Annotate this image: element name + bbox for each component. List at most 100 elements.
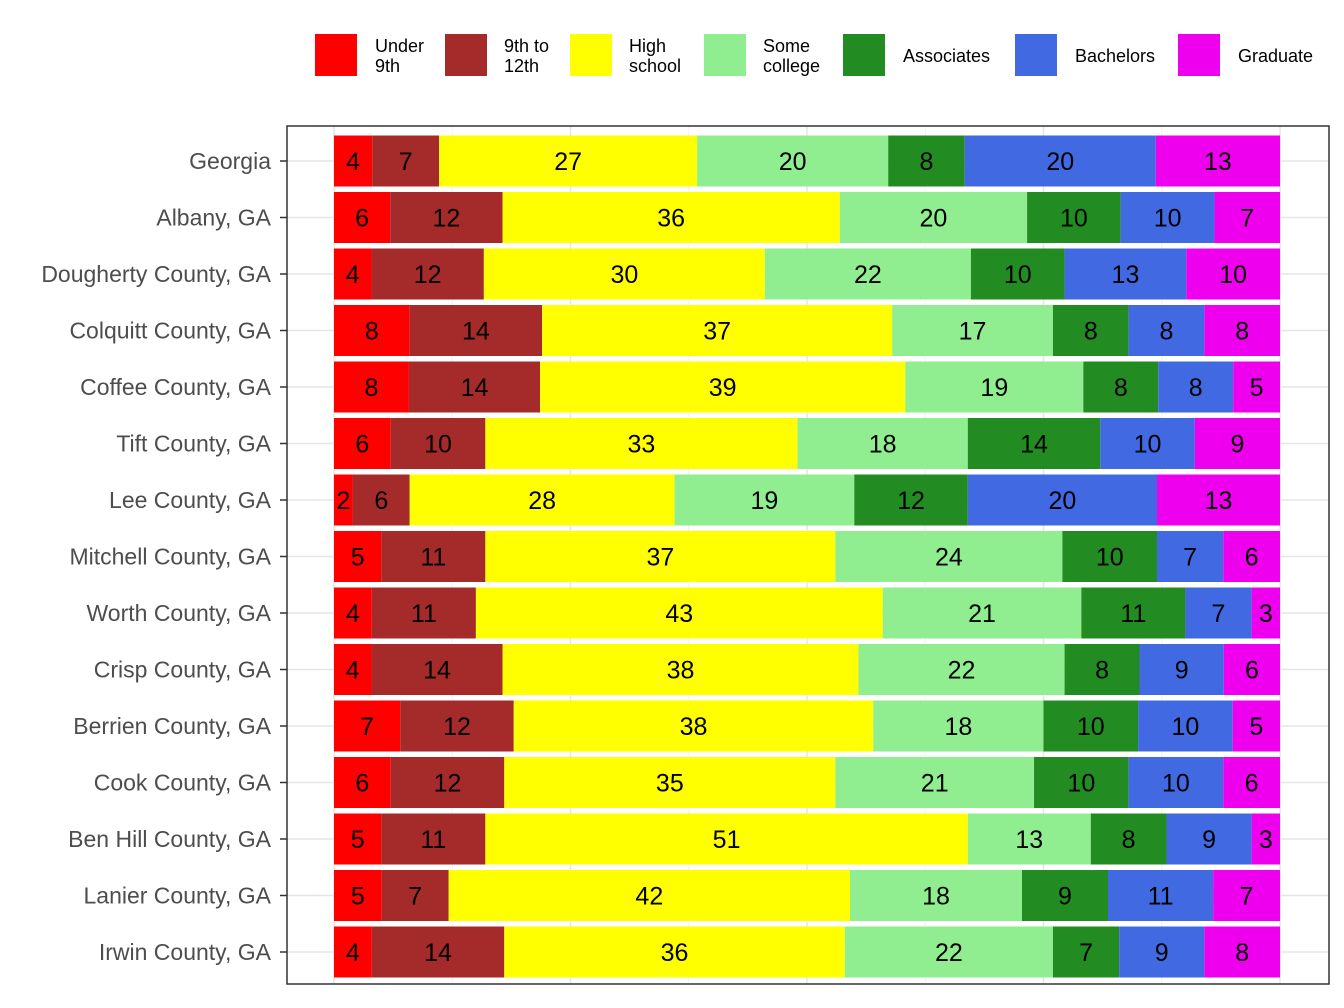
bar-row-lanier-county-ga (334, 870, 1280, 921)
data-label: 8 (1235, 318, 1249, 346)
data-label: 5 (351, 544, 365, 572)
y-tick-label: Berrien County, GA (73, 713, 271, 739)
bar-segment-bachelors (1128, 305, 1205, 356)
data-label: 8 (365, 374, 379, 402)
data-label: 42 (635, 883, 663, 911)
data-label: 20 (1046, 148, 1074, 176)
data-label: 5 (351, 883, 365, 911)
data-label: 37 (703, 318, 731, 346)
y-tick-label: Mitchell County, GA (69, 544, 271, 570)
bar-segment-graduate (1213, 870, 1280, 921)
data-label: 10 (1154, 205, 1182, 233)
bar-segment-9th-to-12th (390, 192, 503, 243)
bar-segment-under-9th (334, 700, 401, 752)
data-label: 20 (1049, 487, 1077, 515)
bar-segment-under-9th (334, 192, 391, 243)
data-label: 10 (1171, 713, 1199, 741)
bar-segment-under-9th (334, 644, 372, 695)
bar-segment-some-college (882, 587, 1082, 639)
bar-segment-under-9th (334, 757, 391, 808)
bar-row-cook-county-ga (334, 757, 1280, 808)
bar-row-georgia (334, 135, 1280, 187)
data-label: 14 (462, 318, 490, 346)
bar-segment-graduate (1214, 192, 1280, 243)
data-label: 8 (1084, 318, 1098, 346)
data-label: 8 (1189, 374, 1203, 402)
bar-segment-high-school (513, 700, 874, 752)
bar-segment-associates (1022, 870, 1108, 921)
legend-key (1178, 34, 1220, 76)
data-label: 4 (346, 148, 360, 176)
data-label: 20 (920, 205, 948, 233)
legend-label: 9th (375, 56, 400, 76)
data-label: 14 (1020, 431, 1048, 459)
legend-label: Under (375, 36, 424, 56)
bar-segment-under-9th (334, 474, 353, 526)
legend-label: school (629, 56, 681, 76)
data-label: 7 (1240, 883, 1254, 911)
bar-segment-9th-to-12th (371, 248, 484, 300)
legend-key (570, 34, 612, 76)
bar-segment-some-college (967, 813, 1091, 865)
data-label: 8 (365, 318, 379, 346)
legend-label: Some (763, 36, 810, 56)
bar-segment-some-college (835, 531, 1063, 582)
bars (334, 135, 1280, 978)
bar-segment-high-school (485, 813, 968, 865)
data-label: 10 (1077, 713, 1105, 741)
segment-labels: 4 7 27 20 8 20 136 12 36 20 10 10 74 12 30 22 10 13 108 14 3… (337, 148, 1273, 967)
bar-segment-9th-to-12th (381, 870, 449, 921)
bar-segment-bachelors (964, 135, 1156, 187)
legend-label: college (763, 56, 820, 76)
data-label: 21 (968, 600, 996, 628)
bar-segment-associates (967, 418, 1101, 469)
y-tick-label: Crisp County, GA (94, 657, 272, 683)
legend-key (445, 34, 487, 76)
bar-segment-some-college (839, 192, 1028, 243)
bar-row-berrien-county-ga (334, 700, 1280, 752)
data-label: 10 (424, 431, 452, 459)
y-tick-label: Tift County, GA (116, 431, 271, 457)
y-tick-label: Coffee County, GA (80, 374, 272, 400)
bar-segment-9th-to-12th (371, 587, 476, 639)
data-label: 21 (921, 770, 949, 798)
bar-segment-some-college (873, 700, 1044, 752)
bar-segment-under-9th (334, 587, 372, 639)
bar-row-coffee-county-ga (334, 361, 1280, 413)
data-label: 12 (432, 205, 460, 233)
bar-segment-some-college (844, 926, 1053, 978)
data-label: 11 (420, 826, 446, 854)
bar-segment-9th-to-12th (371, 926, 505, 978)
data-label: 22 (854, 261, 882, 289)
bar-segment-graduate (1232, 700, 1280, 752)
bar-segment-9th-to-12th (352, 474, 410, 526)
bar-segment-under-9th (334, 870, 382, 921)
y-tick-label: Irwin County, GA (99, 939, 272, 965)
bar-row-worth-county-ga (334, 587, 1280, 639)
legend-label: 9th to (504, 36, 549, 56)
data-label: 10 (1060, 205, 1088, 233)
bar-row-mitchell-county-ga (334, 531, 1280, 582)
data-label: 12 (897, 487, 925, 515)
bar-segment-bachelors (1185, 587, 1252, 639)
bar-segment-graduate (1251, 813, 1280, 865)
data-label: 6 (374, 487, 388, 515)
data-label: 11 (1120, 600, 1146, 628)
data-label: 6 (1245, 770, 1259, 798)
data-label: 9 (1230, 431, 1244, 459)
y-tick-label: Lanier County, GA (83, 883, 271, 909)
legend-label: High (629, 36, 666, 56)
data-label: 8 (1235, 939, 1249, 967)
data-label: 14 (461, 374, 489, 402)
legend-label: 12th (504, 56, 539, 76)
bar-segment-bachelors (1138, 700, 1233, 752)
data-label: 5 (1249, 713, 1263, 741)
y-tick-label: Colquitt County, GA (69, 318, 271, 344)
y-tick-label: Lee County, GA (109, 487, 272, 513)
data-label: 20 (779, 148, 807, 176)
data-label: 10 (1134, 431, 1162, 459)
bar-segment-bachelors (1119, 926, 1205, 978)
data-label: 18 (944, 713, 972, 741)
data-label: 7 (360, 713, 374, 741)
data-label: 14 (424, 939, 452, 967)
